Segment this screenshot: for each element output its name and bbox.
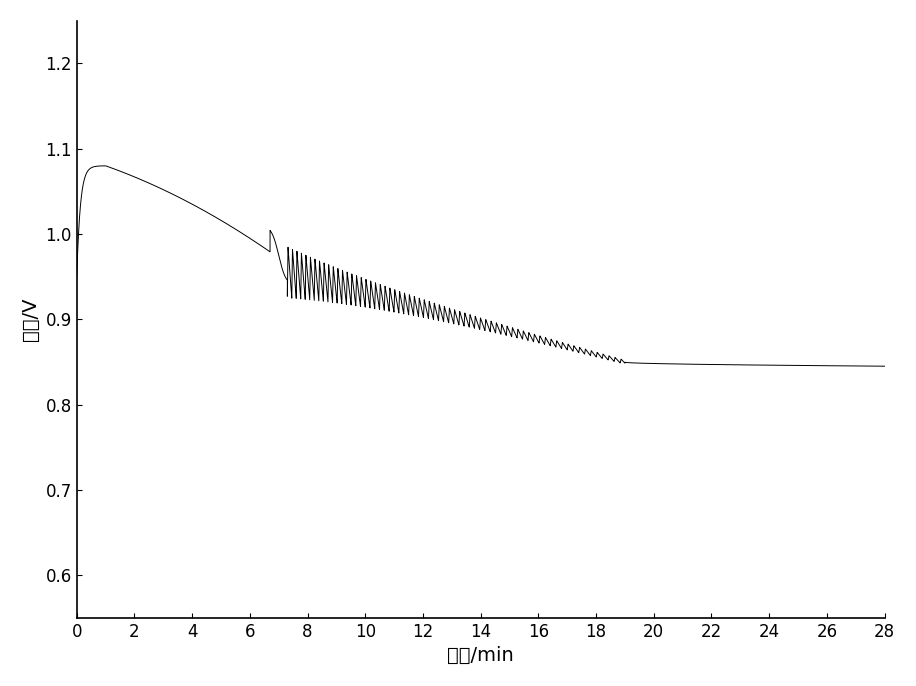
- Y-axis label: 电压/V: 电压/V: [21, 298, 39, 341]
- X-axis label: 时间/min: 时间/min: [447, 646, 514, 665]
